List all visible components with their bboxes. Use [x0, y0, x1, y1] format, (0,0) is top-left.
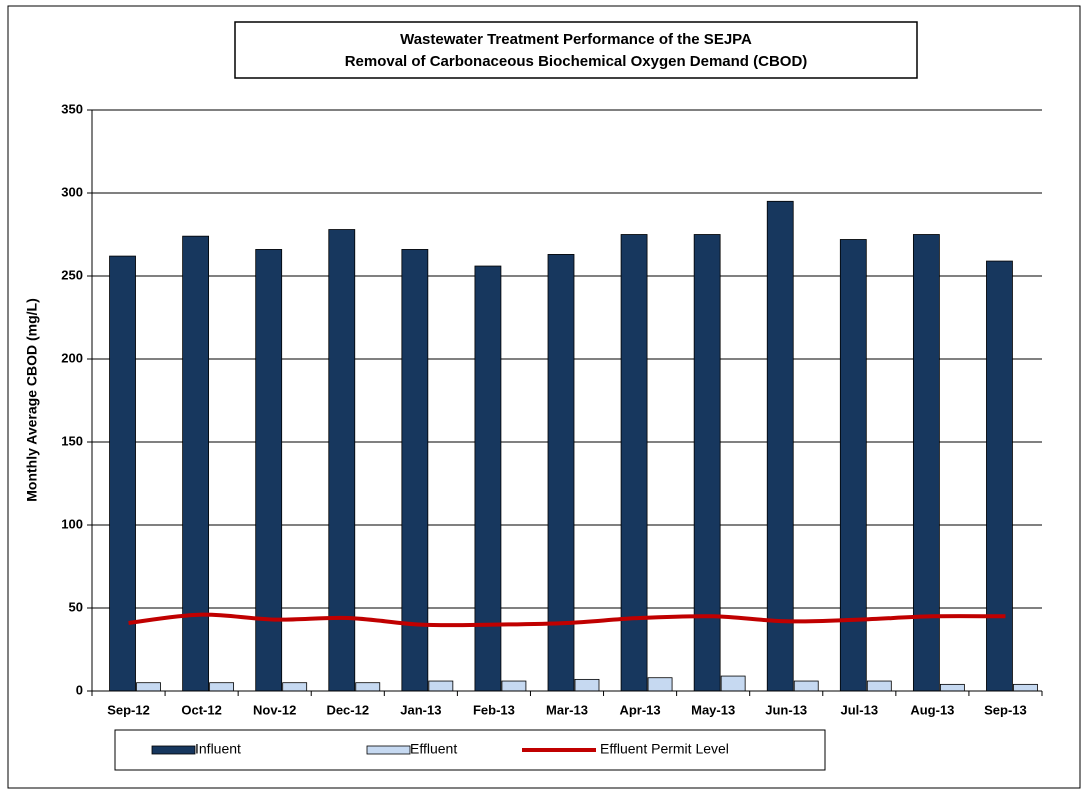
bar [766, 200, 794, 692]
bar [574, 678, 600, 692]
bar [182, 235, 210, 692]
bar [912, 234, 940, 692]
legend-label: Influent [195, 741, 241, 757]
legend-swatch [366, 745, 411, 755]
chart-subtitle: Removal of Carbonaceous Biochemical Oxyg… [345, 53, 808, 70]
bar [209, 682, 235, 692]
x-tick-label: Mar-13 [546, 702, 588, 717]
x-tick-label: Sep-12 [107, 702, 150, 717]
bar [720, 675, 746, 692]
legend-label: Effluent [410, 741, 457, 757]
bar [109, 255, 136, 692]
y-tick-label: 250 [61, 267, 83, 282]
chart-title: Wastewater Treatment Performance of the … [400, 31, 752, 48]
line [128, 612, 1006, 628]
bar [282, 682, 308, 692]
bar [136, 682, 161, 692]
legend-box [114, 729, 826, 771]
bar [647, 677, 673, 692]
y-tick-label: 300 [61, 184, 83, 199]
y-tick-label: 100 [61, 516, 83, 531]
x-tick-label: Dec-12 [326, 702, 369, 717]
bar [255, 249, 283, 692]
x-tick-label: May-13 [691, 702, 735, 717]
title-box [234, 21, 918, 79]
x-tick-label: Jun-13 [765, 702, 807, 717]
bar [693, 234, 721, 692]
bar [501, 680, 527, 692]
bar [839, 239, 867, 692]
y-tick-label: 0 [76, 682, 83, 697]
legend-swatch [151, 745, 196, 755]
y-tick-label: 150 [61, 433, 83, 448]
bar [474, 265, 502, 692]
bar [355, 682, 381, 692]
y-tick-label: 50 [69, 599, 83, 614]
y-axis-label: Monthly Average CBOD (mg/L) [24, 298, 40, 502]
y-tick-label: 200 [61, 350, 83, 365]
x-tick-label: Apr-13 [619, 702, 660, 717]
bar [620, 234, 648, 692]
bar [547, 254, 575, 692]
bar [401, 249, 429, 692]
x-tick-label: Jan-13 [400, 702, 441, 717]
x-tick-label: Sep-13 [984, 702, 1027, 717]
bar [1013, 683, 1038, 692]
x-tick-label: Feb-13 [473, 702, 515, 717]
bar [328, 229, 356, 692]
bar [793, 680, 819, 692]
x-tick-label: Aug-13 [910, 702, 954, 717]
bar [939, 683, 965, 692]
y-tick-label: 350 [61, 101, 83, 116]
bar [428, 680, 454, 692]
x-tick-label: Jul-13 [841, 702, 879, 717]
x-tick-label: Nov-12 [253, 702, 296, 717]
bar [866, 680, 892, 692]
legend-label: Effluent Permit Level [600, 741, 729, 757]
x-tick-label: Oct-12 [181, 702, 221, 717]
bar [986, 260, 1013, 692]
